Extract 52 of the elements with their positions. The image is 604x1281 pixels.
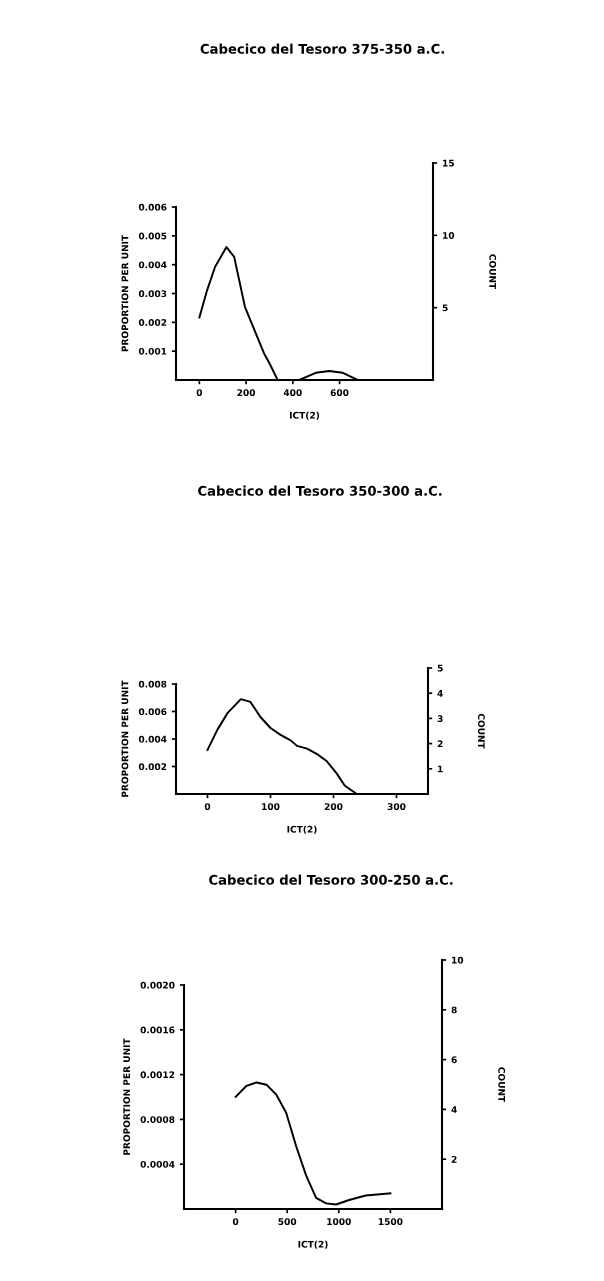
y2-tick-label: 15: [443, 159, 454, 167]
y-tick-label: 0.008: [138, 680, 167, 688]
y-axis-title: PROPORTION PER UNIT: [121, 234, 129, 352]
y-tick-label: 0.001: [138, 347, 167, 355]
x-tick-label: 1500: [378, 1218, 403, 1226]
y-tick-label: 0.006: [138, 203, 167, 211]
y2-tick-label: 5: [437, 664, 443, 672]
y2-tick-label: 2: [451, 1155, 457, 1163]
x-axis-title: ICT(2): [287, 825, 317, 834]
y-axis-title: PROPORTION PER UNIT: [121, 680, 129, 797]
x-tick-label: 0: [196, 389, 203, 397]
y-tick-label: 0.003: [138, 290, 167, 298]
y2-tick-label: 4: [437, 690, 443, 697]
chart-title: Cabecico del Tesoro 350-300 a.C.: [198, 485, 442, 496]
y-tick-label: 0.006: [138, 708, 167, 716]
y-tick-label: 0.0016: [140, 1026, 175, 1034]
x-tick-label: 100: [262, 803, 280, 811]
y-tick-label: 0.0004: [140, 1160, 175, 1168]
x-tick-label: 200: [237, 389, 256, 397]
y2-tick-label: 3: [437, 715, 443, 722]
x-tick-label: 300: [387, 803, 406, 811]
chart-title: Cabecico del Tesoro 300-250 a.C.: [209, 874, 453, 885]
chart-title: Cabecico del Tesoro 375-350 a.C.: [200, 43, 444, 54]
x-tick-label: 1000: [327, 1218, 351, 1226]
y2-axis-title: COUNT: [489, 254, 497, 290]
x-tick-label: 400: [283, 389, 302, 397]
x-tick-label: 500: [278, 1218, 297, 1226]
y-tick-label: 0.0012: [140, 1071, 175, 1079]
y-tick-label: 0.002: [138, 763, 167, 771]
y2-tick-label: 2: [437, 740, 443, 748]
x-tick-label: 0: [204, 803, 211, 811]
y-axis-title: PROPORTION PER UNIT: [123, 1038, 131, 1155]
x-axis-title: ICT(2): [289, 411, 320, 420]
y2-tick-label: 8: [451, 1006, 457, 1014]
y2-tick-label: 10: [452, 956, 464, 964]
y2-tick-label: 4: [451, 1106, 457, 1113]
x-axis-title: ICT(2): [298, 1240, 328, 1249]
y-tick-label: 0.004: [138, 261, 167, 269]
y2-tick-label: 10: [443, 232, 455, 239]
x-tick-label: 200: [324, 803, 343, 811]
x-tick-label: 0: [232, 1218, 239, 1226]
y2-axis-title: COUNT: [498, 1067, 506, 1103]
x-tick-label: 600: [330, 389, 349, 397]
y2-tick-label: 6: [451, 1056, 457, 1064]
y-tick-label: 0.0020: [140, 981, 175, 989]
y2-axis-title: COUNT: [477, 713, 485, 749]
y-tick-label: 0.002: [138, 319, 167, 326]
y-tick-label: 0.0008: [140, 1116, 175, 1123]
y2-tick-label: 1: [438, 765, 443, 773]
y2-tick-label: 5: [442, 304, 448, 312]
y-tick-label: 0.005: [138, 232, 167, 240]
y-tick-label: 0.004: [138, 735, 167, 743]
